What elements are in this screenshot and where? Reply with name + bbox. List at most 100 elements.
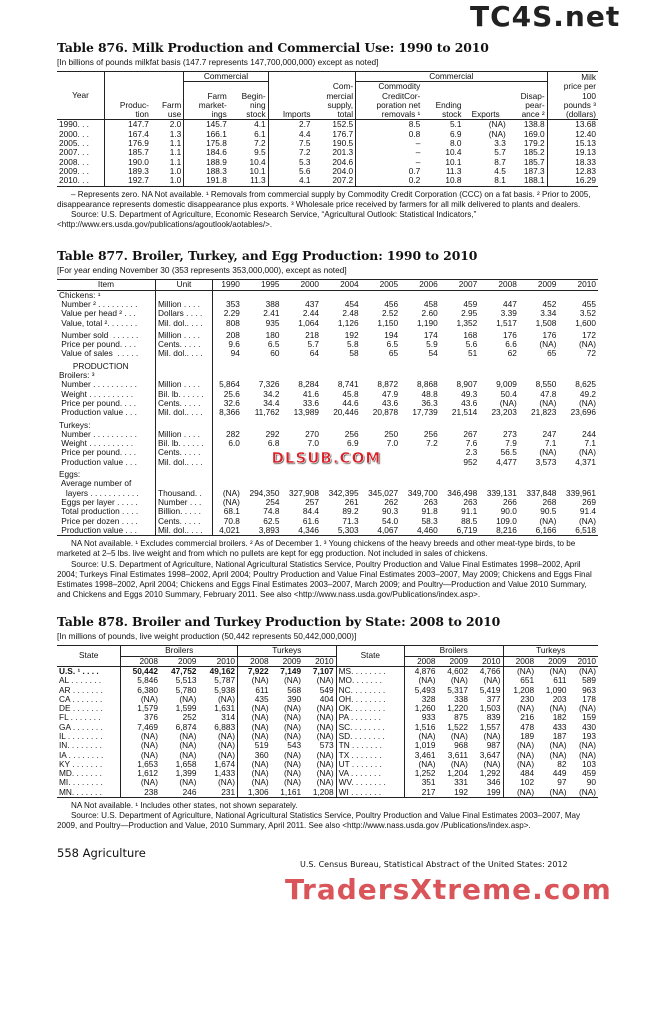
value-cell: (NA): [578, 339, 596, 350]
value-cell: 338: [454, 693, 468, 704]
column-header: 2009: [177, 655, 197, 666]
value-cell: 839: [469, 713, 504, 723]
column-header: State: [336, 645, 405, 667]
state-cell: SC. . . . . . . .: [336, 722, 405, 732]
value-cell: 8.1: [494, 175, 506, 186]
value-cell: 167.4: [128, 128, 149, 139]
column-header: Year: [57, 71, 106, 120]
column-header: Item: [57, 280, 156, 291]
value-cell: [281, 418, 321, 430]
value-cell: 254: [265, 496, 280, 507]
column-header: 2010: [198, 656, 239, 667]
value-cell: (NA): [179, 749, 197, 760]
column-header: 2004: [340, 279, 359, 290]
value-cell: (NA): [251, 768, 269, 779]
value-cell: 270: [305, 428, 320, 439]
value-cell: 203: [552, 693, 567, 704]
watermark-dlsub: DLSUB.COM: [271, 448, 382, 467]
value-cell: 3,573: [535, 456, 557, 467]
table-row: 2008. . . 190.0 1.1 188.9 10.4 5.3 204.6 – 10.1 8…: [57, 156, 598, 167]
value-cell: 47,752: [171, 665, 197, 676]
value-cell: 6,166: [535, 524, 557, 535]
value-cell: (NA): [539, 339, 557, 350]
value-cell: 435: [254, 693, 269, 704]
column-header: 2005: [379, 279, 399, 290]
value-cell: 11.3: [445, 165, 462, 176]
value-cell: 7,107: [303, 666, 337, 677]
table-row: Price per dozen . . . . Cents. . . . . 70.…: [57, 516, 598, 526]
value-cell: 65: [547, 348, 557, 359]
value-cell: 190.5: [312, 138, 357, 149]
value-cell: 3.52: [579, 308, 596, 319]
value-cell: 230: [520, 693, 535, 704]
value-cell: 1,161: [280, 786, 302, 797]
value-cell: 175.8: [206, 138, 227, 149]
value-cell: (NA): [539, 447, 557, 458]
item-label: Price per pound. . . .: [57, 339, 156, 350]
value-cell: 8,366: [219, 407, 240, 418]
column-header: Disap- pear- ance ²: [507, 81, 548, 120]
column-header: Produc- tion: [119, 99, 149, 120]
value-cell: 5,938: [198, 685, 239, 695]
value-cell: 5.7: [307, 339, 320, 350]
value-cell: 573: [303, 740, 337, 751]
state-cell: DE . . . . . . .: [57, 703, 122, 714]
publication-footer: U.S. Census Bureau, Statistical Abstract…: [300, 859, 568, 869]
value-cell: (NA): [418, 758, 436, 769]
unit-label: [155, 479, 213, 489]
value-cell: 4,067: [377, 524, 399, 535]
table-row: IL . . . . . . . . (NA) (NA) (NA) (NA) (NA) (N…: [57, 731, 598, 742]
section-row: Broilers: ³: [57, 370, 598, 381]
value-cell: 58: [349, 348, 359, 359]
value-cell: 3.3: [494, 138, 506, 149]
value-cell: 404: [303, 694, 337, 705]
value-cell: 4,371: [575, 456, 596, 467]
value-cell: (NA): [578, 786, 596, 797]
value-cell: 33.6: [302, 397, 320, 408]
state-cell: MI. . . . . . . .: [57, 778, 122, 788]
section-row: Turkeys:: [57, 417, 598, 430]
value-cell: 41.6: [302, 388, 320, 399]
table-row: 2010. . . 192.7 1.0 191.8 11.3 4.1 207.2 0.2 10.…: [57, 175, 598, 187]
value-cell: 103: [582, 758, 596, 769]
value-cell: 5.9: [426, 339, 438, 350]
page-footer-label: 558 Agriculture: [57, 845, 146, 860]
value-cell: (NA): [303, 750, 337, 760]
value-cell: (NA): [549, 703, 567, 714]
value-cell: 9.6: [228, 339, 240, 350]
value-cell: 7.5: [298, 138, 311, 149]
value-cell: 91.4: [579, 506, 596, 517]
item-label: Number . . . . . . . . . .: [57, 429, 156, 440]
value-cell: 256: [344, 428, 359, 439]
value-cell: 314: [198, 713, 239, 723]
value-cell: 56.5: [500, 447, 517, 458]
value-cell: –: [415, 147, 421, 158]
value-cell: 5.3: [298, 156, 311, 167]
value-cell: 388: [265, 298, 280, 309]
value-cell: 90.5: [540, 506, 557, 517]
item-label: Average number of: [57, 479, 156, 489]
table-row: MD. . . . . . . 1,612 1,399 1,433 (NA) (NA) (N…: [57, 768, 598, 779]
state-cell: WV. . . . . . . .: [336, 778, 405, 788]
table-row: Number . . . . . . . . . . Million . . . …: [57, 428, 598, 440]
value-cell: 62: [507, 348, 517, 359]
value-cell: 25.6: [223, 388, 240, 399]
value-cell: 6.8: [267, 438, 280, 449]
value-cell: 4,477: [496, 456, 517, 467]
column-header: 2009: [282, 655, 302, 666]
value-cell: 244: [582, 428, 596, 439]
value-cell: 543: [287, 740, 302, 751]
value-cell: (NA): [284, 721, 302, 732]
value-cell: 94: [230, 348, 240, 359]
value-cell: (NA): [251, 675, 269, 686]
value-cell: 5,419: [469, 685, 504, 695]
column-header: Ending stock: [435, 99, 462, 120]
unit-label: Million . . . .: [155, 380, 213, 390]
value-cell: 4.5: [494, 165, 506, 176]
value-cell: 454: [344, 298, 359, 309]
value-cell: 478: [520, 721, 535, 732]
item-label: Production value . . .: [57, 457, 156, 468]
table-row: Value per head ² . . . Dollars . . . . 2.2…: [57, 308, 598, 319]
value-cell: (NA): [469, 675, 504, 686]
value-cell: 172: [582, 329, 596, 340]
